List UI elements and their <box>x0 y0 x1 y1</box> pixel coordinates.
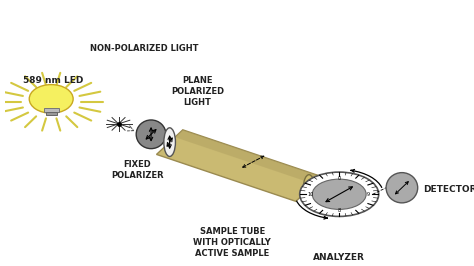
Text: 9: 9 <box>366 192 370 197</box>
Circle shape <box>300 172 379 217</box>
Text: FIXED
POLARIZER: FIXED POLARIZER <box>111 160 164 180</box>
Polygon shape <box>156 130 322 201</box>
Polygon shape <box>175 130 322 184</box>
Text: 10: 10 <box>307 192 313 197</box>
Ellipse shape <box>136 120 166 149</box>
Ellipse shape <box>29 85 73 113</box>
Bar <box>46 112 56 115</box>
Text: ANALYZER: ANALYZER <box>313 253 365 262</box>
Text: SAMPLE TUBE
WITH OPTICALLY
ACTIVE SAMPLE: SAMPLE TUBE WITH OPTICALLY ACTIVE SAMPLE <box>193 227 271 258</box>
Text: 589 nm LED: 589 nm LED <box>23 76 84 85</box>
Text: NON-POLARIZED LIGHT: NON-POLARIZED LIGHT <box>90 44 198 53</box>
FancyBboxPatch shape <box>44 108 59 112</box>
Ellipse shape <box>386 173 418 203</box>
Text: PLANE
POLARIZED
LIGHT: PLANE POLARIZED LIGHT <box>171 76 224 107</box>
Text: 0: 0 <box>337 176 341 181</box>
Ellipse shape <box>303 175 315 203</box>
Ellipse shape <box>164 128 175 156</box>
Text: 8: 8 <box>337 208 341 213</box>
Circle shape <box>312 179 366 209</box>
Text: DETECTOR: DETECTOR <box>423 185 474 194</box>
